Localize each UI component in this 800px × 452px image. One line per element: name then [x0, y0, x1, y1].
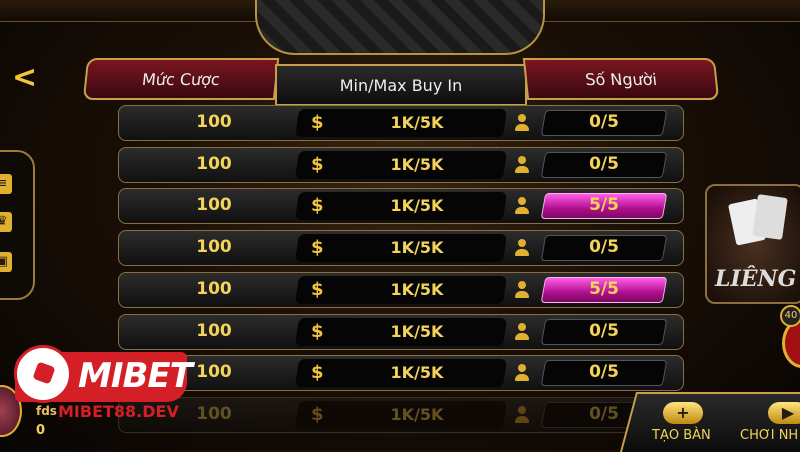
bet-value: 100 [196, 320, 232, 341]
players-count: 0/5 [589, 153, 619, 174]
players-count: 0/5 [589, 237, 619, 258]
table-row[interactable]: 100 $ 1K/5K 0/5 [118, 396, 684, 433]
bet-value: 100 [196, 237, 232, 258]
person-icon [515, 364, 529, 382]
buyin-value: 1K/5K [390, 321, 444, 341]
person-icon [515, 280, 529, 299]
table-row[interactable]: 100 $ 1K/5K 5/5 [118, 271, 684, 308]
table-row[interactable]: 100 $ 1K/5K 0/5 [118, 230, 684, 267]
user-balance: 0 [36, 423, 46, 438]
buyin-value: 1K/5K [390, 279, 444, 299]
players-count: 0/5 [589, 403, 619, 424]
header-bet[interactable]: Mức Cược [82, 58, 280, 100]
buyin-value: 1K/5K [390, 404, 444, 424]
back-button[interactable]: < [12, 60, 37, 95]
username: fds [36, 404, 57, 418]
header-players-label: Số Người [584, 69, 658, 89]
person-icon [515, 114, 529, 132]
person-icon [515, 322, 529, 341]
dollar-icon: $ [311, 362, 324, 384]
dollar-icon: $ [311, 320, 324, 342]
header-players[interactable]: Số Người [522, 58, 720, 100]
buyin-value: 1K/5K [390, 113, 444, 132]
chevron-left-icon: < [12, 60, 38, 95]
game-badge: 40 [780, 305, 800, 327]
buyin-value: 1K/5K [390, 154, 444, 174]
wallet-icon[interactable]: ▣ [0, 252, 12, 272]
create-table-button[interactable]: TẠO BÀN [652, 428, 711, 443]
players-count: 0/5 [589, 112, 619, 132]
players-count: 0/5 [589, 320, 619, 341]
bet-value: 100 [196, 195, 232, 216]
players-count: 0/5 [589, 362, 619, 383]
watermark-logo-text: MIBET [78, 356, 193, 396]
person-icon [515, 239, 529, 257]
play-now-button[interactable]: CHƠI NH [740, 428, 799, 443]
buyin-value: 1K/5K [390, 363, 444, 383]
dollar-icon: $ [311, 403, 324, 425]
person-icon [515, 405, 529, 424]
dollar-icon: $ [311, 195, 324, 217]
list-icon[interactable]: ≡ [0, 174, 12, 194]
bet-value: 100 [196, 278, 232, 299]
bet-value: 100 [196, 362, 232, 383]
game-card-lieng[interactable]: LIÊNG [705, 184, 800, 304]
table-row[interactable]: 100 $ 1K/5K 0/5 [118, 146, 684, 183]
watermark-site: MIBET88.DEV [58, 402, 179, 421]
dollar-icon: $ [311, 153, 324, 175]
table-row[interactable]: 100 $ 1K/5K 0/5 [118, 313, 684, 350]
header-bet-label: Mức Cược [141, 69, 221, 89]
table-row[interactable]: 100 $ 1K/5K 0/5 [118, 355, 684, 392]
trophy-icon[interactable]: ♛ [0, 212, 12, 232]
header-buyin[interactable]: Min/Max Buy In [275, 64, 527, 106]
players-count: 5/5 [589, 278, 619, 299]
dollar-icon: $ [311, 278, 324, 300]
playing-card-icon [752, 194, 788, 240]
buyin-value: 1K/5K [390, 238, 444, 258]
bet-value: 100 [196, 112, 232, 132]
dollar-icon: $ [311, 112, 324, 133]
bet-value: 100 [196, 403, 232, 424]
plus-icon[interactable]: + [663, 402, 703, 424]
soccer-ball-icon [14, 345, 72, 403]
play-icon[interactable]: ▶ [768, 402, 800, 424]
top-ornament [255, 0, 545, 55]
header-buyin-label: Min/Max Buy In [339, 75, 463, 95]
buyin-value: 1K/5K [390, 196, 444, 216]
table-row[interactable]: 100 $ 1K/5K 0/5 [118, 105, 684, 141]
bet-value: 100 [196, 153, 232, 174]
person-icon [515, 155, 529, 174]
table-row[interactable]: 100 $ 1K/5K 5/5 [118, 188, 684, 225]
person-icon [515, 197, 529, 215]
side-panel: ≡ ♛ ▣ [0, 150, 35, 300]
game-title: LIÊNG [715, 266, 797, 292]
dollar-icon: $ [311, 237, 324, 259]
players-count: 5/5 [589, 195, 619, 216]
